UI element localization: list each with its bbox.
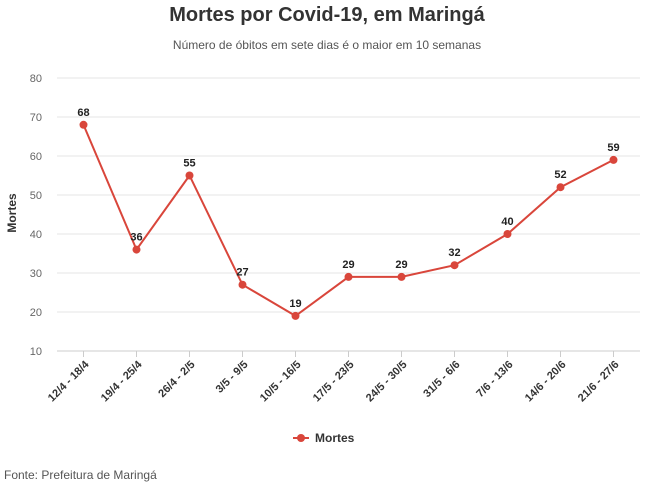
grid-lines — [57, 77, 640, 352]
data-label: 55 — [183, 158, 195, 170]
x-tick-label: 12/4 - 18/4 — [46, 358, 92, 404]
x-tick-label: 26/4 - 2/5 — [156, 359, 197, 400]
data-label: 40 — [501, 216, 513, 228]
legend-item-mortes[interactable]: Mortes — [315, 431, 355, 445]
data-label: 52 — [554, 169, 566, 181]
x-tick-label: 21/6 - 27/6 — [576, 359, 622, 405]
data-labels: 68 36 55 27 19 29 29 32 40 52 59 — [77, 107, 619, 310]
series-line — [82, 124, 614, 318]
legend-marker-icon — [297, 434, 305, 442]
data-label: 27 — [236, 267, 248, 279]
x-axis-ticks: 12/4 - 18/4 19/4 - 25/4 26/4 - 2/5 3/5 - 9/… — [46, 351, 622, 404]
data-point[interactable] — [503, 230, 512, 238]
chart-subtitle: Número de óbitos em sete dias é o maior … — [172, 38, 482, 52]
data-point[interactable] — [556, 183, 565, 192]
source-note: Fonte: Prefeitura de Maringá — [4, 468, 157, 482]
data-point[interactable] — [291, 311, 300, 320]
x-tick-label: 24/5 - 30/5 — [364, 359, 410, 405]
data-label: 68 — [77, 107, 89, 119]
x-tick-label: 3/5 - 9/5 — [214, 359, 251, 396]
x-tick-label: 19/4 - 25/4 — [99, 358, 145, 404]
data-point[interactable] — [609, 155, 618, 164]
data-label: 36 — [130, 232, 142, 244]
x-tick-label: 10/5 - 16/5 — [258, 359, 304, 405]
data-point[interactable] — [185, 171, 194, 180]
y-tick-label: 10 — [30, 346, 42, 358]
data-label: 59 — [607, 142, 619, 154]
data-point[interactable] — [132, 245, 141, 254]
y-tick-label: 50 — [30, 190, 42, 202]
x-tick-label: 14/6 - 20/6 — [523, 359, 569, 405]
data-label: 29 — [395, 259, 407, 271]
y-tick-label: 40 — [30, 229, 42, 241]
y-tick-label: 60 — [30, 151, 42, 163]
data-label: 29 — [342, 259, 354, 271]
y-tick-label: 70 — [30, 112, 42, 124]
y-tick-label: 30 — [30, 268, 42, 280]
y-axis-label: Mortes — [5, 193, 19, 233]
x-tick-label: 31/5 - 6/6 — [421, 359, 462, 400]
x-tick-label: 17/5 - 23/5 — [311, 359, 357, 405]
chart-title: Mortes por Covid-19, em Maringá — [169, 4, 485, 26]
data-point[interactable] — [450, 261, 459, 270]
data-label: 19 — [289, 298, 301, 310]
data-point[interactable] — [397, 272, 406, 281]
data-point[interactable] — [79, 120, 88, 129]
data-label: 32 — [448, 247, 460, 259]
y-axis-ticks: 10 20 30 40 50 60 70 80 — [30, 73, 42, 358]
data-point[interactable] — [238, 280, 247, 289]
y-tick-label: 80 — [30, 73, 42, 85]
legend[interactable]: Mortes — [293, 431, 355, 445]
series-mortes — [79, 120, 618, 320]
data-point[interactable] — [344, 272, 353, 281]
x-tick-label: 7/6 - 13/6 — [474, 359, 515, 400]
y-tick-label: 20 — [30, 307, 42, 319]
